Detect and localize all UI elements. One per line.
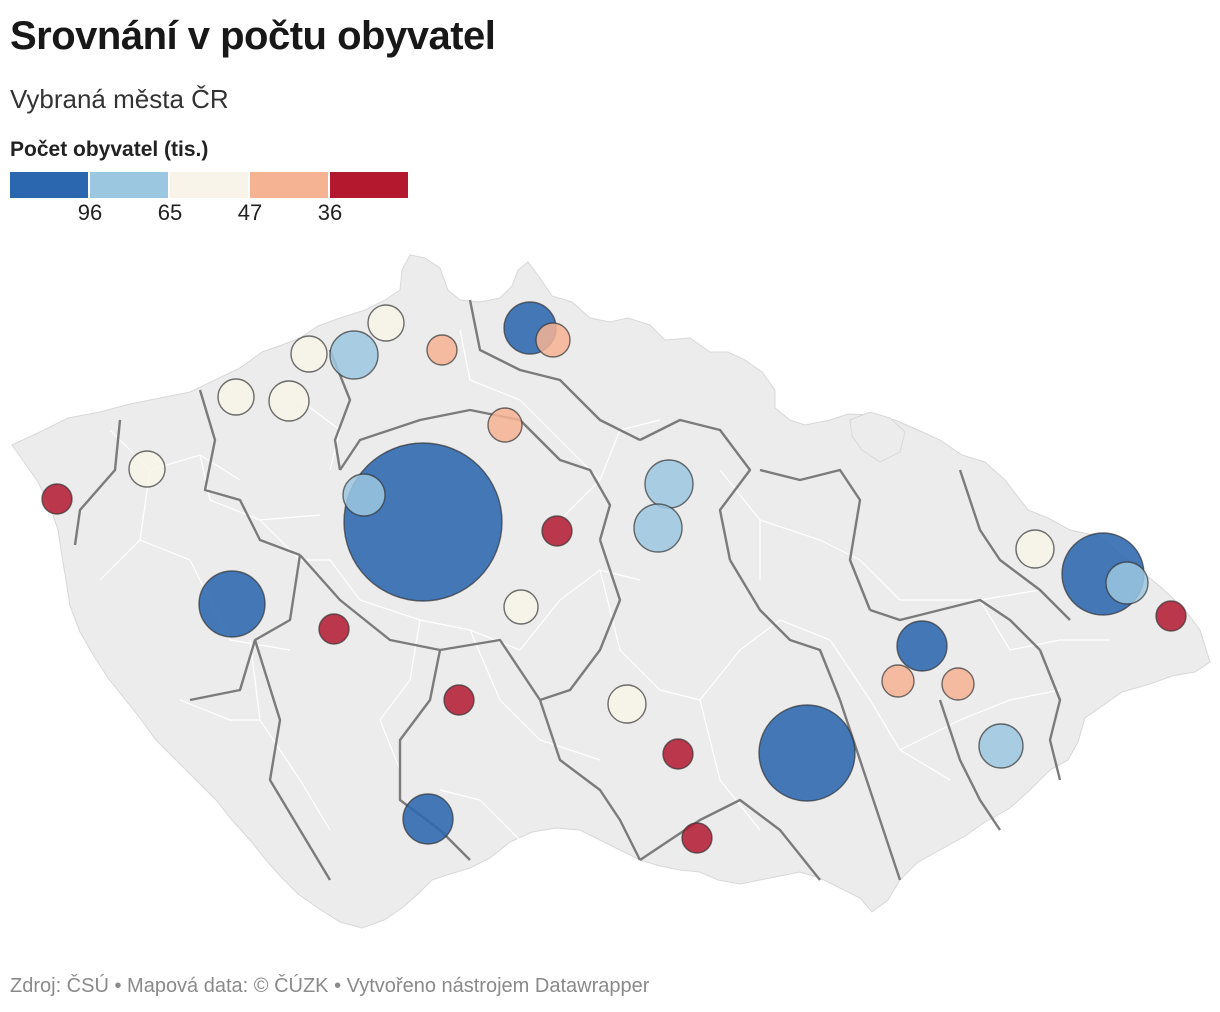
country-shape [11, 254, 1211, 929]
region-border [639, 798, 821, 881]
legend-tick-1: 96 [77, 200, 103, 225]
region-border [838, 699, 902, 881]
city-symbol-kolin[interactable] [541, 515, 573, 547]
city-symbol-cheb[interactable] [41, 483, 73, 515]
legend-swatch-4 [250, 172, 328, 198]
district-border [459, 329, 521, 401]
legend-tick-3: 47 [237, 200, 263, 225]
city-symbol-chomutov[interactable] [217, 378, 255, 416]
district-border [699, 699, 761, 831]
district-border [599, 569, 701, 701]
city-symbol-tabor[interactable] [443, 684, 475, 716]
district-border [699, 619, 831, 701]
region-border [759, 468, 872, 611]
region-border [728, 559, 842, 701]
legend-title: Počet obyvatel (tis.) [10, 138, 209, 161]
legend-swatch-1 [10, 172, 88, 198]
city-symbol-brno[interactable] [758, 704, 856, 802]
city-symbol-ceska-lipa[interactable] [426, 334, 458, 366]
district-border [719, 469, 761, 580]
district-border [109, 429, 241, 481]
region-border [539, 539, 622, 702]
region-borders [73, 299, 1071, 881]
city-symbol-kladno[interactable] [342, 473, 386, 517]
footer-source: Zdroj: ČSÚ [10, 975, 109, 997]
district-border [179, 699, 260, 721]
district-border [519, 399, 601, 481]
region-border [639, 418, 752, 561]
city-symbol-znojmo[interactable] [681, 822, 713, 854]
region-border [198, 389, 301, 557]
region-border [468, 299, 641, 442]
chart-subtitle: Vybraná města ČR [10, 84, 229, 114]
city-symbol-olomouc[interactable] [896, 620, 948, 672]
footer-tool[interactable]: Vytvořeno nástrojem Datawrapper [346, 975, 650, 997]
region-border [73, 419, 122, 546]
legend-tick-4: 36 [317, 200, 343, 225]
city-symbol-jablonec[interactable] [535, 322, 571, 358]
czech-map [11, 254, 1211, 929]
city-symbol-kutna-hora[interactable] [503, 589, 539, 625]
city-symbol-mlada-boleslav[interactable] [487, 407, 523, 443]
district-border [259, 519, 361, 601]
district-border [899, 689, 1061, 751]
land-area [11, 254, 1211, 929]
district-border [249, 639, 331, 831]
land-north-extension [849, 411, 906, 463]
region-border [253, 639, 332, 881]
city-symbol-pribram[interactable] [318, 613, 350, 645]
city-symbol-teplice[interactable] [290, 335, 328, 373]
region-border [869, 598, 1041, 651]
legend-tick-2: 65 [157, 200, 183, 225]
city-symbol-trebic[interactable] [662, 738, 694, 770]
district-border [379, 619, 421, 771]
region-border [938, 699, 1001, 831]
city-symbol-opava[interactable] [1015, 529, 1055, 569]
city-symbol-hradec-kralove[interactable] [644, 459, 694, 509]
region-border [958, 469, 1071, 621]
region-border [538, 699, 642, 861]
legend-swatch-3 [170, 172, 248, 198]
footer-credits: Zdroj: ČSÚ • Mapová data: © ČÚZK • Vytvo… [10, 975, 650, 997]
city-symbol-zlin[interactable] [978, 723, 1024, 769]
district-border [759, 519, 861, 561]
footer-mapdata: Mapová data: © ČÚZK [127, 975, 329, 997]
city-symbol-karlovy-vary[interactable] [128, 450, 166, 488]
district-border [859, 559, 1041, 601]
city-symbol-plzen[interactable] [198, 570, 266, 638]
city-symbol-havirov[interactable] [1105, 561, 1149, 605]
district-border [469, 629, 601, 761]
city-symbol-pardubice[interactable] [633, 503, 683, 553]
city-symbols [41, 301, 1187, 854]
district-border [439, 789, 521, 841]
legend-bar [10, 172, 410, 198]
district-border [519, 569, 641, 651]
region-border [189, 554, 302, 702]
city-symbol-usti-nad-labem[interactable] [329, 330, 379, 380]
city-symbol-decin[interactable] [367, 304, 405, 342]
district-borders [99, 329, 1110, 841]
city-symbol-prostejov[interactable] [881, 664, 915, 698]
legend-swatch-5 [330, 172, 408, 198]
city-symbol-prerov[interactable] [941, 667, 975, 701]
region-border [519, 419, 612, 541]
color-legend: Počet obyvatel (tis.) 96 65 47 36 [10, 136, 410, 225]
city-symbol-ceske-budejovice[interactable] [402, 793, 454, 845]
region-border [299, 554, 541, 701]
region-border [339, 408, 521, 471]
city-symbol-most[interactable] [268, 380, 310, 422]
city-symbol-praha[interactable] [343, 442, 503, 602]
city-symbol-jihlava[interactable] [607, 684, 647, 724]
district-border [559, 419, 661, 521]
legend-swatch-2 [90, 172, 168, 198]
city-symbol-trinec[interactable] [1155, 600, 1187, 632]
region-border [1038, 649, 1062, 781]
chart-title: Srovnání v počtu obyvatel [10, 14, 496, 58]
district-border [199, 454, 321, 521]
district-border [829, 639, 951, 781]
